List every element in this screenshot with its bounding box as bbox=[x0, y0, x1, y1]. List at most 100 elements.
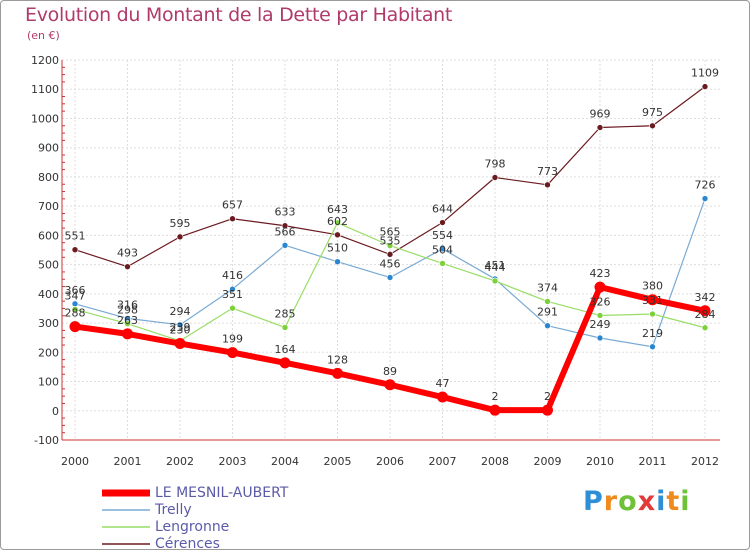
data-point bbox=[596, 124, 604, 131]
x-tick-label: 2011 bbox=[639, 455, 667, 468]
legend-swatch bbox=[102, 543, 150, 545]
data-point bbox=[71, 246, 79, 254]
data-point bbox=[439, 245, 446, 253]
data-label: 263 bbox=[117, 314, 138, 327]
data-point bbox=[491, 174, 499, 181]
data-point bbox=[229, 285, 236, 293]
data-point bbox=[699, 305, 711, 317]
data-label: 565 bbox=[380, 226, 401, 239]
data-label: 451 bbox=[485, 259, 506, 272]
data-label: 493 bbox=[117, 247, 138, 260]
data-label: 374 bbox=[537, 281, 558, 294]
y-tick-label: 100 bbox=[38, 376, 59, 389]
data-label: 331 bbox=[642, 294, 663, 307]
data-label: 975 bbox=[642, 106, 663, 119]
data-label: 633 bbox=[275, 206, 296, 219]
x-tick-label: 2006 bbox=[376, 455, 404, 468]
data-label: 554 bbox=[432, 229, 453, 242]
x-tick-label: 2009 bbox=[534, 455, 562, 468]
data-label: 326 bbox=[590, 295, 611, 308]
data-point bbox=[491, 277, 499, 285]
data-point bbox=[229, 215, 236, 223]
logo-letter: P bbox=[583, 486, 604, 517]
data-point bbox=[542, 404, 553, 416]
data-point bbox=[281, 222, 289, 230]
y-tick-label: 900 bbox=[38, 142, 59, 155]
data-point bbox=[649, 310, 656, 318]
data-label: 798 bbox=[485, 158, 506, 171]
legend: LE MESNIL-AUBERT Trelly Lengronne Cérences bbox=[100, 485, 320, 550]
data-label: 566 bbox=[275, 225, 296, 238]
legend-item: Cérences bbox=[100, 536, 320, 550]
data-label: 249 bbox=[590, 318, 611, 331]
chart-subtitle: (en €) bbox=[27, 29, 60, 42]
data-point bbox=[439, 260, 446, 267]
data-label: 294 bbox=[170, 305, 191, 318]
data-point bbox=[174, 338, 186, 350]
data-label: 239 bbox=[170, 321, 191, 334]
data-label: 342 bbox=[695, 291, 716, 304]
data-point bbox=[334, 219, 341, 227]
data-label: 416 bbox=[222, 269, 243, 282]
data-point bbox=[386, 242, 394, 249]
logo-letter: r bbox=[603, 486, 619, 517]
data-point bbox=[122, 328, 133, 340]
x-tick-label: 2003 bbox=[219, 455, 247, 468]
y-tick-label: 300 bbox=[38, 317, 59, 330]
data-point bbox=[647, 294, 658, 306]
data-point bbox=[176, 321, 184, 329]
data-point bbox=[701, 324, 709, 332]
x-tick-label: 2000 bbox=[61, 455, 89, 468]
x-tick-label: 2010 bbox=[586, 455, 614, 468]
data-label: 347 bbox=[65, 289, 86, 302]
data-point bbox=[334, 258, 341, 265]
data-label: 199 bbox=[222, 333, 243, 346]
data-label: 595 bbox=[170, 217, 191, 230]
legend-item: Trelly bbox=[100, 502, 320, 519]
data-label: 298 bbox=[117, 304, 138, 317]
data-point bbox=[594, 281, 606, 293]
data-point bbox=[701, 83, 709, 90]
series-lines bbox=[69, 83, 711, 416]
data-label: 535 bbox=[380, 234, 401, 247]
data-point bbox=[649, 122, 656, 130]
data-label: 164 bbox=[275, 343, 296, 356]
data-label: 351 bbox=[222, 288, 243, 301]
data-point bbox=[281, 242, 289, 249]
data-point bbox=[596, 312, 604, 319]
data-point bbox=[544, 181, 551, 189]
data-label: 1109 bbox=[691, 67, 719, 80]
data-point bbox=[649, 343, 656, 351]
data-label: 551 bbox=[65, 230, 86, 243]
data-label: 316 bbox=[117, 298, 138, 311]
x-tick-label: 2004 bbox=[271, 455, 299, 468]
data-label: 47 bbox=[436, 377, 450, 390]
data-point bbox=[701, 195, 709, 202]
data-point bbox=[281, 324, 289, 331]
data-point bbox=[386, 274, 394, 281]
y-tick-label: 500 bbox=[38, 259, 59, 272]
data-point bbox=[124, 263, 131, 270]
plot-area bbox=[62, 60, 720, 440]
y-tick-label: 1100 bbox=[31, 83, 59, 96]
logo-letter: i bbox=[680, 486, 691, 517]
proxiti-logo: Proxiti bbox=[583, 486, 691, 517]
x-tick-label: 2012 bbox=[691, 455, 719, 468]
data-point bbox=[69, 321, 81, 333]
data-point bbox=[124, 320, 131, 327]
y-tick-label: 400 bbox=[38, 288, 59, 301]
legend-swatch bbox=[102, 509, 150, 511]
data-label: 288 bbox=[65, 307, 86, 320]
data-point bbox=[386, 251, 394, 258]
legend-label: Cérences bbox=[155, 536, 220, 550]
logo-letter: i bbox=[656, 486, 667, 517]
x-tick-label: 2002 bbox=[166, 455, 194, 468]
data-label: 726 bbox=[695, 179, 716, 192]
chart-title: Evolution du Montant de la Dette par Hab… bbox=[25, 4, 453, 26]
y-tick-label: -100 bbox=[34, 434, 59, 447]
data-point bbox=[596, 334, 604, 342]
data-label: 444 bbox=[485, 261, 506, 274]
x-tick-label: 2005 bbox=[324, 455, 352, 468]
data-point bbox=[227, 347, 238, 359]
